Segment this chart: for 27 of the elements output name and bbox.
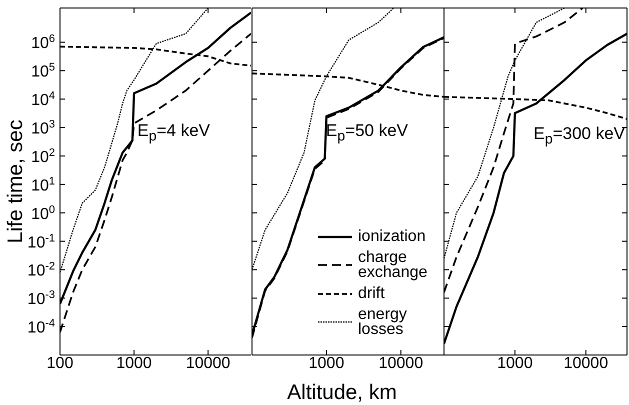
x-tick-label: 10000 (564, 355, 608, 372)
annotation: E$_{p}$=50 keV (326, 121, 408, 144)
y-tick-label: 10$^{5}$ (31, 62, 55, 81)
y-tick-label: 10$^{-2}$ (27, 260, 55, 280)
y-tick-label: 10$^{4}$ (31, 90, 55, 110)
x-tick-label: 100 (46, 355, 74, 372)
x-tick-label: 1000 (116, 355, 152, 372)
legend-label: drift (358, 285, 386, 302)
y-tick-label: 10$^{-4}$ (27, 318, 55, 337)
y-tick-label: 10$^{0}$ (31, 204, 55, 223)
x-tick-label: 1000 (308, 355, 344, 372)
annotation: E$_{p}$=4 keV (137, 121, 210, 144)
x-tick-label: 10000 (378, 355, 424, 372)
y-tick-label: 10$^{6}$ (31, 33, 55, 52)
y-axis-title: Life time, sec (4, 120, 27, 244)
y-tick-label: 10$^{-3}$ (27, 289, 55, 308)
y-tick-label: 10$^{-1}$ (27, 232, 55, 252)
x-axis-title: Altitude, km (287, 381, 397, 404)
legend-label: charge exchange (358, 249, 428, 281)
annotation: E$_{p}$=300 keV (533, 124, 625, 148)
y-tick-label: 10$^{1}$ (31, 175, 55, 194)
legend-label: ionization (358, 228, 427, 245)
y-tick-label: 10$^{3}$ (31, 118, 55, 138)
x-tick-label: 10000 (186, 355, 230, 372)
legend-label: energy losses (358, 306, 408, 338)
x-tick-label: 1000 (497, 355, 533, 372)
y-tick-label: 10$^{2}$ (31, 146, 55, 166)
